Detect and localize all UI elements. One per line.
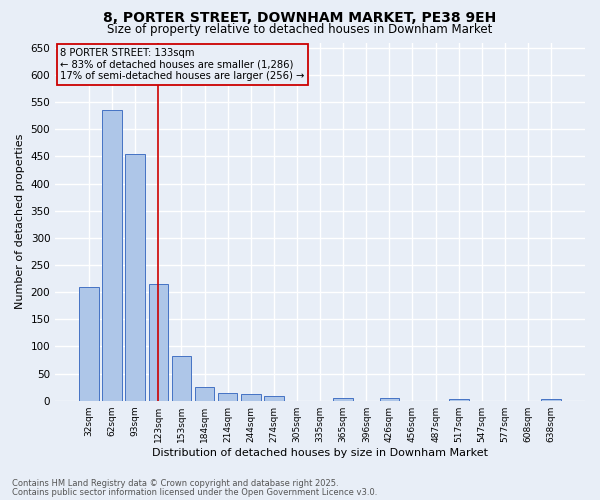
Bar: [380, 398, 399, 400]
X-axis label: Distribution of detached houses by size in Downham Market: Distribution of detached houses by size …: [152, 448, 488, 458]
Text: 8 PORTER STREET: 133sqm
← 83% of detached houses are smaller (1,286)
17% of semi: 8 PORTER STREET: 133sqm ← 83% of detache…: [61, 48, 305, 81]
Bar: [541, 399, 561, 400]
Bar: [449, 399, 469, 400]
Bar: [195, 387, 214, 400]
Bar: [218, 392, 238, 400]
Bar: [172, 356, 191, 401]
Text: 8, PORTER STREET, DOWNHAM MARKET, PE38 9EH: 8, PORTER STREET, DOWNHAM MARKET, PE38 9…: [103, 11, 497, 25]
Bar: [149, 284, 168, 401]
Text: Contains public sector information licensed under the Open Government Licence v3: Contains public sector information licen…: [12, 488, 377, 497]
Text: Contains HM Land Registry data © Crown copyright and database right 2025.: Contains HM Land Registry data © Crown c…: [12, 479, 338, 488]
Bar: [264, 396, 284, 400]
Bar: [334, 398, 353, 400]
Y-axis label: Number of detached properties: Number of detached properties: [15, 134, 25, 310]
Text: Size of property relative to detached houses in Downham Market: Size of property relative to detached ho…: [107, 22, 493, 36]
Bar: [241, 394, 260, 400]
Bar: [103, 110, 122, 401]
Bar: [125, 154, 145, 400]
Bar: [79, 286, 99, 401]
